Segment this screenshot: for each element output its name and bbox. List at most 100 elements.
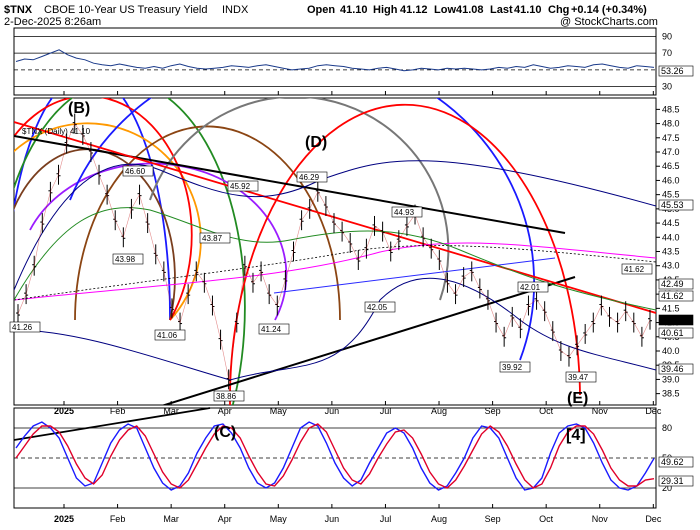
x-tick-label: Aug	[431, 406, 447, 416]
price-label: 46.29	[299, 173, 320, 182]
y-tick-label: 47.5	[662, 133, 680, 143]
x-tick-label: Sep	[485, 406, 501, 416]
chart-labels: 41.26 46.60 43.98 41.06 43.87 45.92 38.86 41.24…	[9, 65, 694, 487]
legend-entry: $TNX (Daily) 41.10	[22, 127, 91, 136]
price-label: 41.62	[624, 265, 645, 274]
lower-y-label: 20	[662, 483, 672, 493]
cycle-label: (C)	[214, 424, 236, 441]
open-label: Open	[307, 4, 335, 16]
y-tick-label: 46.5	[662, 161, 680, 171]
price-label-box	[517, 281, 549, 293]
watermark: @ StockCharts.com	[560, 16, 658, 28]
y-tick-label: 47.0	[662, 147, 680, 157]
y-tick-label: 48.0	[662, 119, 680, 129]
right-label-box	[658, 314, 694, 326]
trendline-red	[14, 121, 656, 314]
price-label-box	[621, 263, 653, 275]
upper-last-box	[658, 65, 694, 77]
last-label: Last	[490, 4, 513, 16]
lower-label-box	[658, 456, 694, 468]
price-label: 43.98	[115, 255, 136, 264]
x-tick-label: 2025	[54, 514, 74, 524]
arc	[229, 103, 581, 405]
ohlc-readout: Open 41.10 High 41.12 Low 41.08 Last 41.…	[307, 4, 647, 16]
right-axis-label: 40.61	[661, 328, 684, 338]
right-axis-label: 41.62	[661, 291, 684, 301]
lower-trendline	[13, 407, 211, 441]
lower-oscillator-line	[15, 421, 655, 491]
upper-y-label: 90	[662, 31, 672, 41]
low-label: Low	[434, 4, 456, 16]
x-tick-label: Aug	[431, 514, 447, 524]
trendline-upper	[14, 135, 566, 234]
x-tick-label: Oct	[539, 514, 554, 524]
upper-y-label: 70	[662, 48, 672, 58]
x-tick-label: Dec	[645, 406, 662, 416]
y-tick-label: 45.5	[662, 190, 680, 200]
x-tick-label: Sep	[485, 514, 501, 524]
arc	[14, 98, 246, 405]
y-tick-label: 43.0	[662, 261, 680, 271]
price-label-box	[199, 232, 231, 244]
arc	[149, 98, 450, 301]
y-tick-label: 43.5	[662, 247, 680, 257]
open-value: 41.10	[340, 4, 368, 16]
price-label-box	[364, 301, 396, 313]
price-line	[17, 122, 651, 380]
y-tick-label: 40.0	[662, 346, 680, 356]
x-tick-label: Nov	[592, 406, 609, 416]
x-tick-label: Nov	[592, 514, 609, 524]
price-label: 44.93	[394, 208, 415, 217]
moving-average-magenta	[14, 242, 656, 301]
right-label-box	[658, 363, 694, 375]
price-label: 43.87	[202, 234, 223, 243]
x-tick-label: Mar	[163, 406, 179, 416]
price-label: 46.60	[125, 167, 146, 176]
high-value: 41.12	[400, 4, 428, 16]
y-tick-label: 44.5	[662, 218, 680, 228]
price-label-box	[565, 371, 597, 383]
arc	[14, 98, 193, 321]
lower-oscillator-line	[15, 423, 655, 489]
price-label-box	[213, 390, 245, 402]
right-label-box	[658, 278, 694, 290]
price-label-box	[296, 171, 328, 183]
header-symbol: $TNX	[4, 4, 33, 16]
cycle-label: [4]	[566, 427, 586, 444]
x-tick-label: Jul	[380, 514, 392, 524]
trendline-blue	[273, 257, 556, 294]
price-label: 39.47	[568, 373, 589, 382]
x-tick-label: Apr	[218, 514, 232, 524]
high-label: High	[373, 4, 398, 16]
last-value: 41.10	[514, 4, 542, 16]
price-label: 41.26	[12, 323, 33, 332]
x-tick-label: Oct	[539, 406, 554, 416]
price-label: 45.92	[230, 182, 251, 191]
arc	[74, 125, 341, 321]
price-label-box	[154, 329, 186, 341]
lower-label-box	[658, 475, 694, 487]
bollinger-upper	[14, 160, 656, 291]
lower-y-label: 80	[662, 423, 672, 433]
x-tick-label: Apr	[218, 406, 232, 416]
price-label-box	[499, 361, 531, 373]
upper-panel-frame	[13, 27, 657, 96]
x-tick-label: May	[270, 406, 288, 416]
trendline-lower	[161, 276, 576, 405]
price-label-box	[112, 253, 144, 265]
wave-label: (E)	[567, 390, 588, 407]
x-tick-label: Jun	[325, 514, 340, 524]
lower-right-label: 29.31	[661, 476, 684, 486]
chg-label: Chg	[548, 4, 569, 16]
x-tick-label: Feb	[110, 406, 126, 416]
price-label: 42.01	[520, 283, 541, 292]
right-label-box	[658, 290, 694, 302]
y-tick-label: 44.0	[662, 232, 680, 242]
right-axis-label: 45.53	[661, 200, 684, 210]
upper-y-label: 30	[662, 82, 672, 92]
x-tick-label: 2025	[54, 406, 74, 416]
low-value: 41.08	[456, 4, 484, 16]
chg-value: +0.14 (+0.34%)	[571, 4, 647, 16]
wave-label: (B)	[68, 100, 90, 117]
